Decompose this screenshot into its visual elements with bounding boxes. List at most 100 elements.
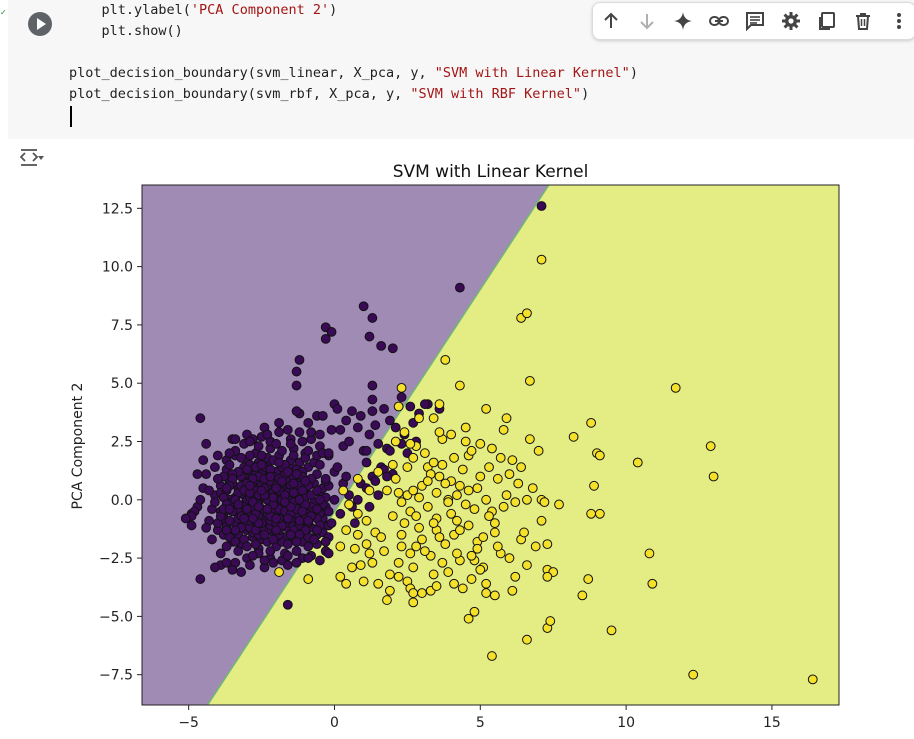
class-1-point	[419, 448, 430, 459]
class-1-point	[417, 534, 427, 545]
class-1-point	[364, 485, 375, 496]
y-tick-label: 12.5	[102, 201, 133, 217]
class-1-point	[335, 571, 346, 582]
class-1-point	[387, 459, 398, 470]
generate-button[interactable]	[671, 9, 695, 33]
class-0-point	[312, 504, 322, 515]
class-0-point	[335, 424, 346, 435]
output-toggle-button[interactable]	[19, 147, 44, 169]
class-1-point	[440, 539, 451, 550]
add-comment-button[interactable]	[743, 9, 767, 33]
class-1-point	[390, 473, 401, 484]
class-0-point	[282, 466, 293, 477]
class-1-point	[352, 529, 363, 540]
move-cell-down-button[interactable]	[635, 9, 659, 33]
code-token: plt.show()	[101, 23, 183, 39]
class-0-point	[352, 422, 363, 433]
class-0-point	[364, 331, 375, 342]
class-0-point	[332, 462, 343, 473]
class-0-point	[294, 494, 305, 505]
class-0-point	[373, 490, 384, 501]
class-1-point	[469, 606, 480, 617]
delete-cell-button[interactable]	[851, 9, 875, 33]
class-1-point	[484, 462, 494, 473]
code-line: plt.ylabel('PCA Component 2')	[69, 0, 338, 20]
class-0-point	[355, 410, 366, 421]
class-1-point	[524, 434, 535, 445]
class-1-point	[481, 578, 492, 589]
class-0-point	[210, 497, 220, 508]
class-0-point	[224, 459, 235, 470]
class-1-point	[466, 574, 477, 584]
class-1-point	[487, 443, 497, 454]
class-1-point	[402, 462, 413, 473]
class-1-point	[457, 583, 468, 594]
class-1-point	[510, 497, 521, 508]
class-1-point	[434, 399, 445, 410]
class-1-point	[452, 490, 462, 501]
move-cell-up-button[interactable]	[599, 9, 623, 33]
class-1-point	[428, 569, 439, 580]
class-1-point	[399, 518, 410, 529]
class-0-point	[247, 513, 258, 524]
class-0-point	[326, 327, 337, 337]
class-1-point	[492, 541, 503, 552]
class-1-point	[373, 578, 384, 589]
class-0-point	[230, 434, 241, 445]
class-0-point	[294, 515, 305, 526]
class-1-point	[452, 515, 462, 526]
code-cell[interactable]: plt.ylabel('PCA Component 2') plt.show()…	[8, 0, 914, 139]
class-0-point	[285, 529, 296, 540]
class-0-point	[370, 420, 381, 431]
class-0-point	[253, 441, 264, 452]
arrow-down-icon	[640, 14, 654, 30]
class-0-point	[215, 548, 226, 559]
class-0-point	[274, 427, 284, 438]
run-cell-button[interactable]	[28, 12, 52, 36]
class-1-point	[489, 527, 500, 538]
class-1-point	[807, 674, 818, 685]
class-1-point	[452, 548, 462, 559]
class-0-point	[396, 392, 407, 403]
class-1-point	[344, 499, 354, 510]
mirror-cell-icon	[819, 12, 835, 30]
class-0-point	[201, 522, 212, 533]
class-0-point	[259, 555, 270, 566]
class-0-point	[210, 462, 220, 473]
class-0-point	[332, 403, 343, 414]
class-1-point	[443, 497, 454, 508]
class-0-point	[326, 424, 337, 435]
code-token: )	[629, 65, 638, 81]
class-1-point	[355, 560, 366, 570]
class-1-point	[519, 527, 529, 538]
y-tick-label: −5.0	[99, 609, 133, 625]
mirror-cell-button[interactable]	[815, 9, 839, 33]
class-0-point	[277, 476, 287, 487]
class-0-point	[204, 485, 214, 496]
class-1-point	[437, 459, 448, 470]
class-0-point	[320, 334, 331, 344]
copy-link-button[interactable]	[707, 9, 731, 33]
class-0-point	[297, 506, 308, 517]
class-0-point	[294, 427, 305, 438]
class-1-point	[545, 616, 556, 626]
class-1-point	[513, 478, 524, 489]
class-1-point	[419, 546, 430, 556]
class-1-point	[460, 422, 471, 433]
class-0-point	[271, 438, 282, 449]
arrow-up-icon	[604, 12, 618, 28]
class-0-point	[303, 417, 314, 428]
class-1-point	[670, 382, 681, 393]
class-1-point	[373, 466, 384, 477]
class-0-point	[245, 480, 255, 491]
class-0-point	[262, 504, 273, 515]
class-0-point	[312, 485, 322, 496]
more-actions-button[interactable]	[887, 9, 911, 33]
class-1-point	[449, 578, 459, 589]
class-1-point	[417, 588, 427, 598]
class-1-point	[422, 501, 433, 512]
class-0-point	[242, 504, 252, 515]
class-0-point	[277, 445, 287, 456]
cell-settings-button[interactable]	[779, 9, 803, 33]
class-0-point	[195, 413, 206, 424]
